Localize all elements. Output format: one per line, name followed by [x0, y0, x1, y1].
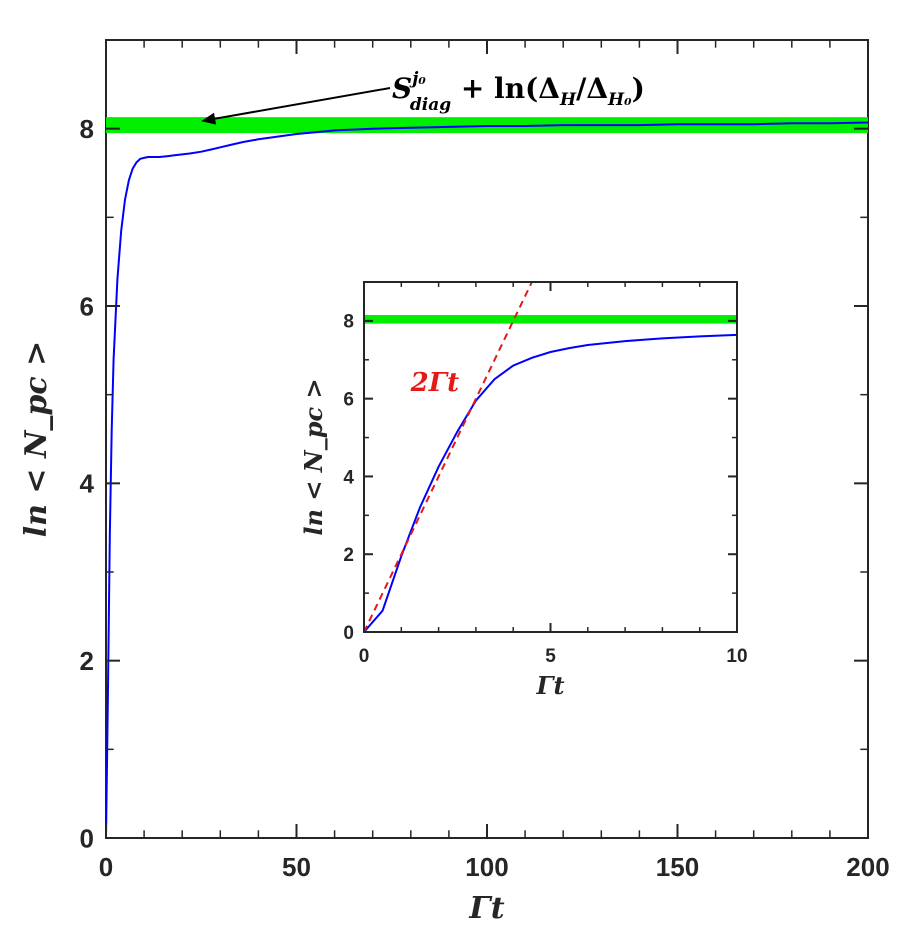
inset-ticks	[363, 281, 738, 633]
annotation-sup: j₀	[409, 69, 426, 89]
inset-ytick-label: 8	[343, 312, 354, 333]
inset-xtick-label: 5	[545, 646, 556, 667]
inset-ytick-label: 2	[343, 545, 354, 566]
inset-ytick-label: 6	[343, 390, 354, 411]
main-x-axis-label: Γt	[468, 891, 504, 926]
inset-xtick-label: 10	[726, 646, 747, 667]
inset-x-axis-label: Γt	[535, 671, 564, 700]
annotation-S: S	[392, 72, 412, 105]
main-xtick-label: 150	[656, 852, 699, 882]
main-xtick-label: 200	[846, 852, 889, 882]
main-ytick-label: 0	[80, 823, 94, 853]
inset-series-line-2	[363, 281, 533, 633]
inset-background	[364, 282, 737, 632]
inset-tick-labels: 0 5 10 0 2 4 6 8	[343, 312, 747, 667]
inset-2gamma-t-label: 2Γt	[410, 368, 460, 398]
main-xtick-label: 100	[465, 852, 508, 882]
main-xtick-label: 0	[99, 852, 113, 882]
annotation-sub-H: H	[559, 90, 577, 110]
annotation-mid: /Δ	[576, 72, 608, 105]
inset-chart: 0 5 10 0 2 4 6 8	[343, 281, 748, 667]
main-series-lines	[105, 121, 869, 839]
annotation-arrow	[214, 87, 391, 120]
annotation-rest: + ln(Δ	[451, 72, 560, 105]
main-ytick-label: 4	[80, 469, 95, 499]
main-ytick-label: 2	[80, 646, 94, 676]
annotation-end: )	[632, 72, 645, 105]
inset-ytick-label: 4	[343, 467, 354, 488]
main-xtick-label: 50	[282, 852, 311, 882]
annotation-entropy-bound: Sj₀ diag + ln(ΔH/ΔH₀)	[201, 69, 645, 125]
annotation-arrowhead	[201, 112, 217, 125]
inset-xtick-label: 0	[359, 646, 370, 667]
inset-ytick-label: 0	[343, 623, 354, 644]
annotation-sub: diag	[410, 95, 451, 115]
annotation-sub-H0: H₀	[607, 90, 632, 110]
main-ticks	[105, 39, 869, 839]
inset-y-axis-label: ln < N_pc >	[299, 378, 328, 535]
inset-series-lines	[363, 281, 738, 633]
main-series-line-0	[105, 121, 869, 839]
main-y-axis-label: ln < N_pc >	[19, 341, 54, 537]
main-ytick-label: 8	[80, 114, 94, 144]
inset-series-line-0	[363, 333, 738, 633]
inset-threshold-bands	[364, 315, 737, 324]
annotation-label: Sj₀ diag + ln(ΔH/ΔH₀)	[392, 69, 645, 115]
main-ytick-label: 6	[80, 291, 94, 321]
inset-band-1	[364, 315, 737, 324]
